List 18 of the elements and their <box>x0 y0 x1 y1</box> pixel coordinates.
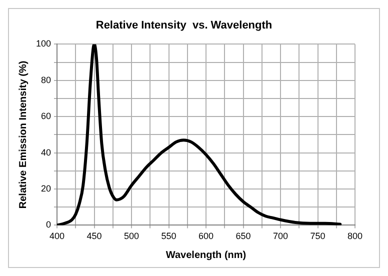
x-axis-title: Wavelength (nm) <box>166 250 246 261</box>
x-tick-label: 650 <box>236 231 251 242</box>
x-tick-label: 500 <box>124 231 140 242</box>
y-tick-label: 100 <box>36 38 52 49</box>
x-tick-label: 700 <box>272 231 288 242</box>
x-tick-label: 400 <box>50 231 65 242</box>
y-tick-label: 60 <box>41 111 52 122</box>
x-tick-label: 600 <box>198 231 214 242</box>
x-tick-label: 800 <box>347 231 363 242</box>
y-tick-label: 0 <box>46 220 52 230</box>
x-tick-label: 750 <box>310 231 326 242</box>
y-tick-label: 40 <box>41 147 52 158</box>
x-tick-label: 550 <box>161 231 176 242</box>
y-tick-label: 80 <box>41 74 52 85</box>
y-tick-label: 20 <box>41 183 52 194</box>
x-tick-label: 450 <box>86 231 102 242</box>
chart-title: Relative Intensity vs. Wavelength <box>96 20 272 32</box>
y-axis-title: Relative Emission Intensity (%) <box>18 60 29 209</box>
